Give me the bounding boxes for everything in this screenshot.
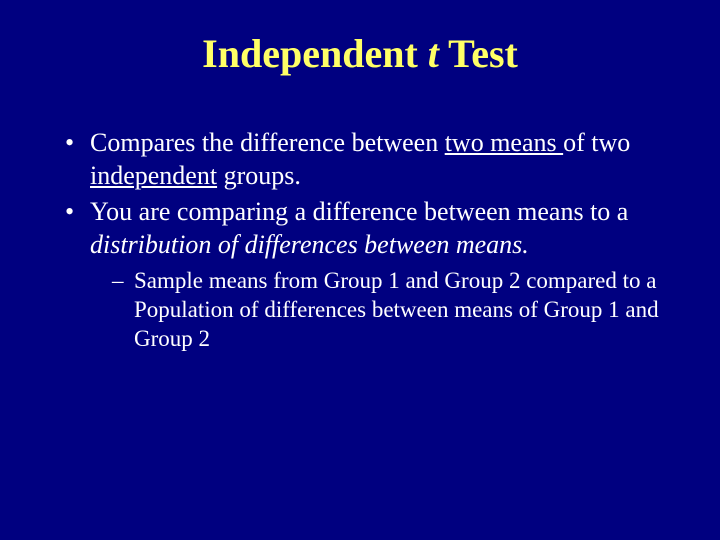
bullet-item: Compares the difference between two mean… (60, 127, 670, 192)
bullet-segment: Compares the difference between (90, 128, 445, 157)
bullet-list: Compares the difference between two mean… (50, 127, 670, 353)
sub-bullet-item: Sample means from Group 1 and Group 2 co… (110, 267, 670, 353)
slide-title: Independent t Test (50, 30, 670, 77)
bullet-item: You are comparing a difference between m… (60, 196, 670, 353)
bullet-segment: independent (90, 161, 217, 190)
sub-bullet-list: Sample means from Group 1 and Group 2 co… (90, 267, 670, 353)
bullet-segment: of two (563, 128, 630, 157)
bullet-segment: groups. (217, 161, 301, 190)
bullet-segment: You are comparing a difference between m… (90, 197, 628, 226)
bullet-segment: distribution of differences between mean… (90, 230, 529, 259)
title-prefix: Independent (202, 31, 428, 76)
bullet-segment: two means (445, 128, 563, 157)
title-italic: t (428, 31, 439, 76)
slide: Independent t Test Compares the differen… (0, 0, 720, 540)
title-suffix: Test (439, 31, 518, 76)
